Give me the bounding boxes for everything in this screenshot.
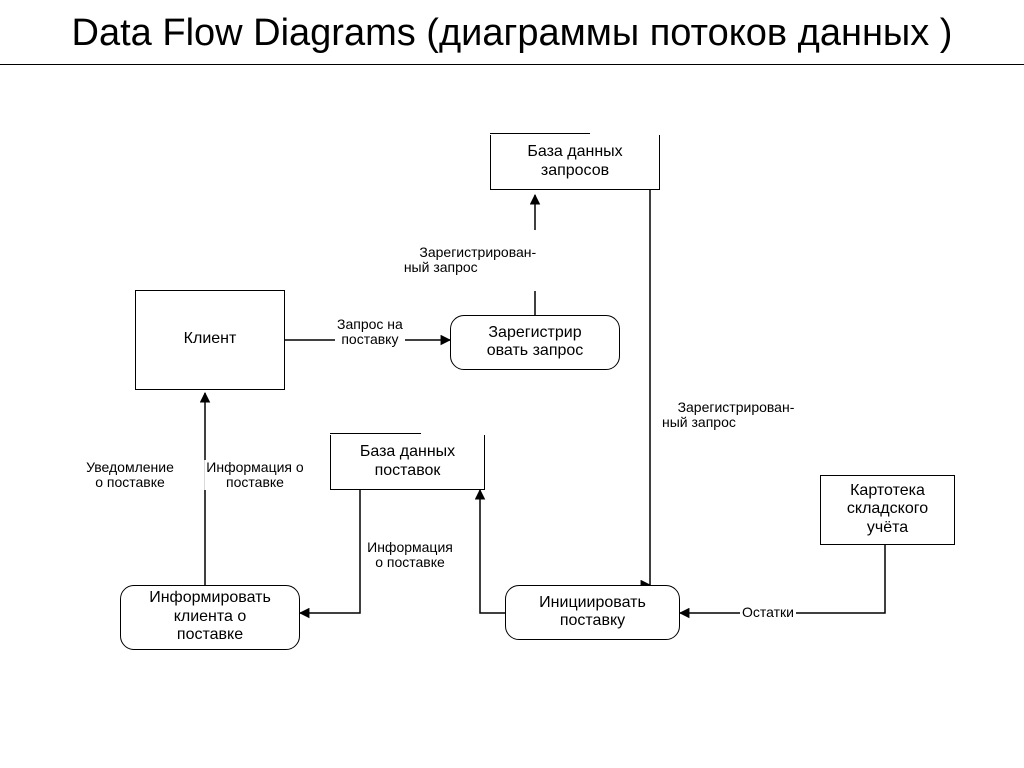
- node-inform-label: Информироватьклиента опоставке: [149, 589, 271, 644]
- edge-label-2: Зарегистрирован-ный запрос: [660, 385, 796, 447]
- edge-label-1: Зарегистрирован-ный запрос: [402, 230, 538, 292]
- node-initiate-label: Инициироватьпоставку: [539, 594, 646, 631]
- edge-db_supply-inform: [300, 490, 360, 613]
- node-db-supply: База данныхпоставок: [330, 435, 485, 490]
- edge-label-3-text: Информацияо поставке: [367, 539, 453, 570]
- node-db-supply-label: База данныхпоставок: [360, 443, 455, 480]
- edge-label-6-text: Остатки: [742, 604, 794, 620]
- edge-label-5: Уведомлениео поставке: [84, 460, 176, 491]
- node-initiate: Инициироватьпоставку: [505, 585, 680, 640]
- edge-label-6: Остатки: [740, 605, 796, 620]
- page-title-wrap: Data Flow Diagrams (диаграммы потоков да…: [0, 0, 1024, 58]
- edge-label-5-text: Уведомлениео поставке: [86, 459, 174, 490]
- edge-label-1-text: Зарегистрирован-ный запрос: [404, 244, 536, 275]
- edge-label-0: Запрос напоставку: [335, 317, 405, 348]
- edge-warehouse-initiate: [680, 545, 885, 613]
- node-client: Клиент: [135, 290, 285, 390]
- node-register-label: Зарегистрировать запрос: [487, 324, 584, 361]
- edge-label-4-text: Информация опоставке: [206, 459, 303, 490]
- edge-label-4: Информация опоставке: [204, 460, 305, 491]
- node-client-label: Клиент: [184, 330, 237, 348]
- page-title: Data Flow Diagrams (диаграммы потоков да…: [0, 10, 1024, 58]
- node-inform: Информироватьклиента опоставке: [120, 585, 300, 650]
- edge-label-0-text: Запрос напоставку: [337, 316, 403, 347]
- edge-label-2-text: Зарегистрирован-ный запрос: [662, 399, 794, 430]
- node-warehouse-label: Картотекаскладскогоучёта: [847, 482, 928, 537]
- node-db-requests: База данныхзапросов: [490, 135, 660, 190]
- node-warehouse: Картотекаскладскогоучёта: [820, 475, 955, 545]
- edge-label-3: Информацияо поставке: [365, 540, 455, 571]
- diagram-canvas: Клиент Зарегистрировать запрос База данн…: [0, 65, 1024, 685]
- node-register: Зарегистрировать запрос: [450, 315, 620, 370]
- node-db-requests-label: База данныхзапросов: [527, 143, 622, 180]
